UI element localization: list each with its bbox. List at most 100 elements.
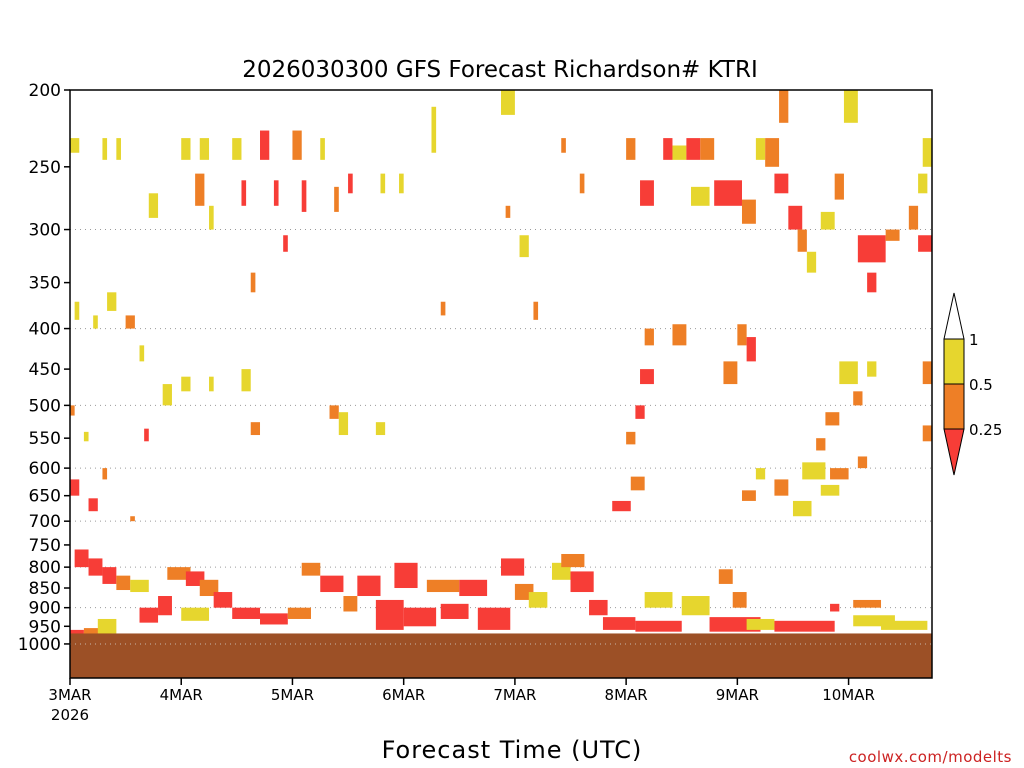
ri-cell-orange — [797, 229, 807, 252]
ri-cell-yellow — [792, 500, 812, 517]
ri-cell-yellow — [867, 361, 877, 377]
x-tick-label: 4MAR — [160, 686, 203, 704]
ri-cell-yellow — [148, 193, 159, 218]
ri-cell-yellow — [806, 251, 817, 273]
chart-title: 2026030300 GFS Forecast Richardson# KTRI — [242, 57, 758, 83]
ri-cell-orange — [700, 138, 715, 160]
ri-cell-orange — [195, 173, 205, 206]
ri-cell-red — [867, 272, 877, 293]
ri-cell-yellow — [380, 173, 386, 194]
y-tick-label: 600 — [29, 459, 61, 479]
y-tick-label: 550 — [29, 429, 61, 449]
ri-cell-yellow — [922, 138, 932, 167]
ri-cell-orange — [825, 412, 840, 426]
ri-cell-yellow — [74, 301, 80, 320]
ri-cell-yellow — [116, 138, 121, 160]
ri-cell-red — [357, 575, 381, 597]
legend-swatch-yellow — [943, 338, 965, 385]
ri-cell-orange — [922, 361, 932, 385]
ri-cell-yellow — [755, 138, 766, 160]
ri-cell-orange — [741, 490, 756, 501]
ri-cell-yellow — [130, 579, 149, 593]
ri-cell-orange — [130, 516, 135, 522]
x-tick-sublabel: 2026 — [51, 706, 89, 724]
ground-layer — [70, 633, 932, 678]
ri-cell-red — [635, 620, 682, 632]
y-tick-label: 1000 — [18, 635, 61, 655]
ri-cell-yellow — [691, 186, 710, 206]
x-axis: 3MAR 2026 4MAR 5MAR 6MAR 7MAR 8MAR 9MAR 10MAR — [48, 678, 875, 724]
ri-cell-yellow — [820, 484, 840, 496]
ri-cell-yellow — [199, 138, 210, 160]
ri-cell-yellow — [181, 138, 191, 160]
ri-cell-red — [602, 617, 636, 630]
ri-cell-orange — [626, 431, 636, 445]
ri-cell-yellow — [375, 422, 386, 436]
ri-cell-yellow — [681, 596, 710, 616]
ri-cell-orange — [644, 328, 654, 346]
ri-cell-red — [232, 607, 261, 619]
ri-cell-orange — [853, 599, 882, 608]
legend-label-0-25: 0.25 — [969, 421, 1002, 439]
ri-cell-yellow — [820, 211, 835, 230]
ri-cell-orange — [741, 199, 756, 224]
ri-cell-orange — [250, 272, 256, 293]
ri-cell-red — [158, 596, 172, 616]
ri-cell-red — [88, 498, 98, 512]
ri-cell-red — [70, 479, 80, 496]
ri-cell-orange — [329, 405, 339, 419]
ri-cell-yellow — [431, 106, 437, 153]
ri-cell-red — [788, 205, 803, 230]
legend: 1 0.5 0.25 — [943, 292, 1002, 476]
ri-cell-red — [570, 571, 594, 593]
ri-cell-red — [348, 173, 353, 194]
ri-cell-yellow — [918, 173, 928, 194]
y-tick-label: 300 — [29, 221, 61, 241]
ri-cell-red — [241, 180, 247, 206]
ri-cell-yellow — [232, 138, 242, 160]
ri-cell-orange — [505, 205, 511, 218]
ri-cell-red — [88, 558, 103, 576]
ri-cell-orange — [301, 562, 321, 576]
ri-cell-orange — [199, 579, 219, 597]
ri-cell-yellow — [93, 315, 98, 329]
y-tick-label: 400 — [29, 320, 61, 340]
ri-cell-yellow — [519, 235, 529, 258]
ri-cell-orange — [561, 138, 566, 153]
y-tick-label: 700 — [29, 512, 61, 532]
ri-cell-orange — [125, 315, 135, 329]
ri-cell-red — [273, 180, 279, 206]
y-tick-label: 650 — [29, 487, 61, 507]
ri-cell-red — [403, 607, 437, 627]
ri-cell-red — [320, 575, 344, 593]
ri-cell-orange — [672, 324, 687, 346]
ri-cell-red — [139, 607, 159, 623]
ri-cell-orange — [816, 438, 826, 451]
ri-cell-yellow — [338, 412, 349, 436]
ri-cell-red — [746, 337, 756, 362]
ri-cell-orange — [718, 569, 733, 584]
ri-cell-orange — [732, 592, 747, 608]
legend-label-0-5: 0.5 — [969, 376, 993, 394]
ri-cell-yellow — [162, 384, 172, 406]
x-tick-label: 6MAR — [382, 686, 425, 704]
ri-cell-orange — [292, 130, 302, 160]
ri-cell-red — [74, 549, 89, 568]
y-tick-label: 900 — [29, 599, 61, 619]
ri-cell-red — [301, 180, 307, 212]
y-tick-label: 350 — [29, 274, 61, 294]
ri-cell-yellow — [320, 138, 325, 160]
ri-cell-yellow — [181, 376, 191, 392]
ri-cell-red — [830, 603, 840, 612]
ri-cell-yellow — [139, 345, 145, 362]
ri-cell-orange — [779, 90, 789, 123]
x-tick-label: 9MAR — [716, 686, 759, 704]
ri-cell-yellow — [755, 468, 766, 480]
ri-cell-orange — [426, 579, 460, 593]
ri-cell-orange — [70, 405, 75, 416]
ri-cell-yellow — [209, 376, 214, 392]
ri-cell-red — [477, 607, 511, 630]
ri-cell-orange — [579, 173, 585, 194]
x-tick-label: 10MAR — [822, 686, 875, 704]
